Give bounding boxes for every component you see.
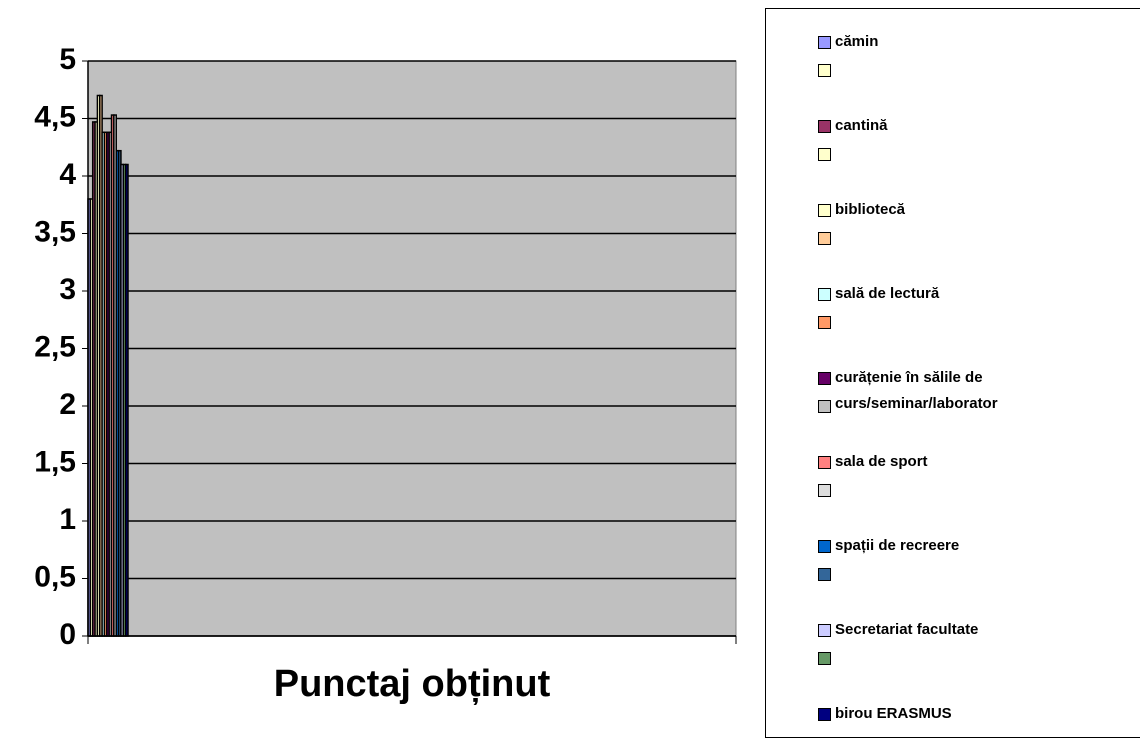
legend-swatch	[818, 288, 831, 301]
legend-label: bibliotecă	[835, 201, 906, 218]
y-tick-label: 2	[59, 388, 76, 421]
legend-swatch	[818, 540, 831, 553]
y-tick-label: 3	[59, 273, 76, 306]
legend-swatch	[818, 64, 831, 77]
legend-label: cantină	[835, 117, 888, 134]
legend-entry	[818, 225, 1038, 245]
legend-swatch	[818, 456, 831, 469]
legend-swatch	[818, 708, 831, 721]
legend-swatch	[818, 372, 831, 385]
legend-label: Secretariat facultate	[835, 621, 979, 638]
legend-label: spații de recreere	[835, 537, 960, 554]
y-tick-label: 0	[59, 618, 76, 651]
legend-entry: curățenie în sălile de curs/seminar/labo…	[818, 365, 1038, 417]
legend-entry	[818, 393, 1038, 413]
legend-swatch	[818, 120, 831, 133]
legend-swatch	[818, 232, 831, 245]
x-category-label: Punctaj obținut	[274, 663, 551, 705]
legend-entry	[818, 561, 1038, 581]
legend-entry	[818, 57, 1038, 77]
y-tick-label: 4,5	[34, 100, 76, 133]
legend: cămin cantină bibliotecă sală de lectură cur…	[765, 8, 1140, 738]
legend-swatch	[818, 568, 831, 581]
page: Punctaj obținut 0 0,5 1 1,5 2 2,5 3 3,5 4 4,5 5 că…	[34, 8, 1140, 738]
y-tick-label: 5	[59, 43, 76, 76]
legend-entry	[818, 477, 1038, 497]
legend-swatch	[818, 400, 831, 413]
legend-label: curățenie în sălile de curs/seminar/labo…	[835, 369, 998, 412]
legend-label: birou ERASMUS	[835, 705, 952, 722]
legend-label: sala de sport	[835, 453, 928, 470]
bar	[124, 163, 129, 637]
legend-label: sală de lectură	[835, 285, 940, 302]
y-tick-label: 4	[59, 158, 76, 191]
legend-swatch	[818, 316, 831, 329]
legend-entry	[818, 309, 1038, 329]
legend-label: cămin	[835, 33, 879, 50]
legend-entry: spații de recreere	[818, 533, 1038, 559]
y-tick-label: 3,5	[34, 215, 76, 248]
legend-entry	[818, 645, 1038, 665]
legend-swatch	[818, 624, 831, 637]
y-tick-label: 1	[59, 503, 76, 536]
chart: Punctaj obținut 0 0,5 1 1,5 2 2,5 3 3,5 4 4,5 5	[34, 43, 737, 705]
y-tick-label: 2,5	[34, 330, 76, 363]
legend-entry: Secretariat facultate	[818, 617, 1038, 643]
legend-swatch	[818, 652, 831, 665]
legend-entry: cămin	[818, 29, 1038, 55]
legend-entry	[818, 141, 1038, 161]
legend-entry: cantină	[818, 113, 1038, 139]
legend-entry: sală de lectură	[818, 281, 1038, 307]
y-tick-label: 1,5	[34, 445, 76, 478]
legend-swatch	[818, 148, 831, 161]
legend-swatch	[818, 36, 831, 49]
y-tick-label: 0,5	[34, 560, 76, 593]
legend-entry: bibliotecă	[818, 197, 1038, 223]
legend-swatch	[818, 204, 831, 217]
legend-entry: birou ERASMUS	[818, 701, 1038, 727]
legend-entry: sala de sport	[818, 449, 1038, 475]
legend-swatch	[818, 484, 831, 497]
